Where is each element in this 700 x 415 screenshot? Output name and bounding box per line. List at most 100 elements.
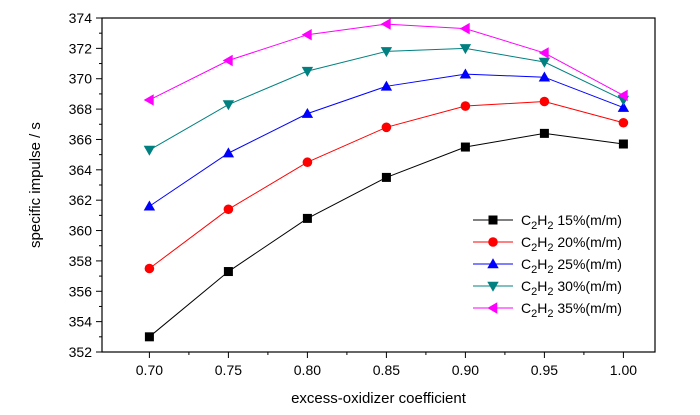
y-tick-label: 370: [69, 71, 93, 87]
data-point: [301, 29, 312, 41]
legend-subscript: 2: [531, 308, 537, 320]
data-point: [302, 157, 313, 168]
legend-label: C2H2 35%(m/m): [521, 300, 622, 320]
y-tick-label: 352: [69, 344, 93, 360]
legend-text-part: C: [521, 256, 531, 272]
legend-text-part: H: [537, 256, 547, 272]
x-tick-label: 0.90: [452, 362, 479, 378]
y-tick-label: 364: [69, 162, 93, 178]
legend-label: C2H2 15%(m/m): [521, 212, 622, 232]
data-point: [380, 47, 393, 58]
y-tick-label: 374: [69, 10, 93, 26]
x-axis-title: excess-oxidizer coefficient: [291, 390, 467, 407]
legend-subscript: 2: [531, 264, 537, 276]
series-line: [149, 132, 624, 338]
data-point: [222, 147, 235, 158]
data-point: [381, 172, 391, 182]
data-point: [538, 71, 551, 82]
data-point: [618, 117, 629, 128]
legend-item-2: C2H2 20%(m/m): [473, 234, 622, 254]
axes: 352 354 356 358 360 362 364 366 368 370 372 374 0.70…: [69, 10, 656, 378]
x-tick-label: 0.80: [294, 362, 321, 378]
data-point: [222, 54, 233, 67]
y-tick-label: 358: [69, 253, 93, 269]
legend-label: C2H2 20%(m/m): [521, 234, 622, 254]
data-point: [460, 101, 471, 111]
legend-item-4: C2H2 30%(m/m): [473, 278, 622, 298]
x-tick-label: 1.00: [610, 362, 637, 378]
data-point: [144, 263, 155, 274]
legend-subscript: 2: [547, 264, 553, 276]
data-point: [459, 44, 472, 55]
y-tick-label: 356: [69, 283, 93, 299]
series-2: [144, 96, 629, 274]
legend-text-part: 20%(m/m): [554, 234, 622, 250]
legend-text-part: H: [537, 278, 547, 294]
legend-text-part: C: [521, 278, 531, 294]
data-point: [223, 204, 234, 215]
data-point: [460, 142, 470, 152]
data-point: [302, 213, 312, 223]
legend: C2H2 15%(m/m)C2H2 20%(m/m)C2H2 25%(m/m)C…: [473, 212, 622, 320]
series-3: [143, 68, 630, 211]
legend-marker: [487, 281, 499, 292]
legend-label: C2H2 25%(m/m): [521, 256, 622, 276]
data-point: [143, 145, 156, 156]
data-point: [538, 57, 551, 68]
data-point: [459, 22, 470, 35]
data-point: [301, 66, 314, 77]
data-point: [539, 128, 549, 138]
y-tick-label: 368: [69, 101, 93, 117]
data-point: [222, 100, 235, 111]
data-point: [223, 267, 233, 277]
series-1: [144, 128, 628, 342]
legend-text-part: H: [537, 300, 547, 316]
legend-subscript: 2: [547, 286, 553, 298]
x-tick-label: 0.85: [373, 362, 400, 378]
data-point: [618, 139, 628, 149]
legend-text-part: 35%(m/m): [554, 300, 622, 316]
legend-text-part: 25%(m/m): [554, 256, 622, 272]
legend-subscript: 2: [547, 242, 553, 254]
legend-text-part: H: [537, 234, 547, 250]
data-point: [380, 18, 391, 30]
legend-text-part: C: [521, 300, 531, 316]
data-point: [144, 332, 154, 342]
legend-subscript: 2: [531, 242, 537, 254]
data-point: [143, 94, 154, 106]
legend-subscript: 2: [547, 308, 553, 320]
data-point: [617, 101, 630, 112]
legend-marker: [487, 302, 498, 314]
legend-subscript: 2: [531, 220, 537, 232]
y-tick-label: 366: [69, 131, 93, 147]
legend-text-part: H: [537, 212, 547, 228]
data-point: [143, 200, 156, 211]
data-point: [380, 80, 393, 91]
data-point: [538, 47, 549, 59]
x-tick-label: 0.75: [215, 362, 242, 378]
data-point: [539, 96, 550, 107]
y-tick-label: 360: [69, 223, 93, 239]
series-line: [149, 73, 624, 207]
legend-subscript: 2: [531, 286, 537, 298]
legend-text-part: C: [521, 212, 531, 228]
y-tick-label: 354: [69, 314, 93, 330]
legend-marker: [487, 258, 499, 269]
legend-text-part: 15%(m/m): [554, 212, 622, 228]
data-point: [459, 68, 472, 79]
y-tick-label: 372: [69, 40, 93, 56]
legend-subscript: 2: [547, 220, 553, 232]
series-4: [143, 44, 630, 156]
x-tick-label: 0.95: [531, 362, 558, 378]
y-axis-title: specific impulse / s: [27, 122, 44, 248]
legend-item-3: C2H2 25%(m/m): [473, 256, 622, 276]
legend-marker: [488, 215, 498, 225]
x-tick-label: 0.70: [136, 362, 163, 378]
series-5: [143, 18, 628, 106]
data-point: [617, 89, 628, 102]
legend-item-5: C2H2 35%(m/m): [473, 300, 622, 320]
legend-marker: [488, 237, 498, 247]
data-point: [381, 122, 392, 133]
